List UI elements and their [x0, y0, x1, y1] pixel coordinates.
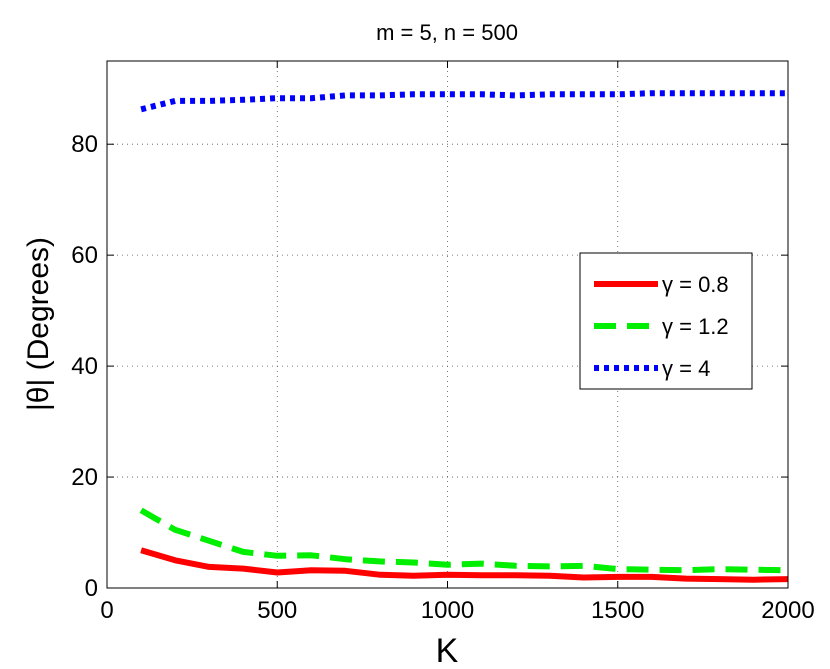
- plot-series: [139, 90, 789, 583]
- series-line-2: [139, 507, 789, 574]
- legend: γ = 0.8 γ = 1.2 γ = 4: [579, 252, 753, 390]
- x-tick-label: 0: [100, 597, 113, 624]
- chart-title: m = 5, n = 500: [376, 20, 518, 45]
- legend-label-3: γ = 4: [662, 356, 710, 381]
- x-tick-label: 1500: [591, 597, 644, 624]
- y-tick-label: 0: [85, 575, 98, 602]
- x-tick-label: 1000: [421, 597, 474, 624]
- y-tick-label: 60: [71, 242, 98, 269]
- series-line-3: [140, 90, 788, 113]
- series-line-1: [140, 547, 789, 583]
- x-tick-label: 2000: [761, 597, 814, 624]
- y-tick-label: 40: [71, 353, 98, 380]
- plot-ticks: 0 500 1000 1500 2000 0 20 40 60 80: [71, 61, 815, 624]
- legend-label-2: γ = 1.2: [662, 314, 729, 339]
- y-tick-label: 20: [71, 464, 98, 491]
- y-tick-label: 80: [71, 131, 98, 158]
- y-axis-label: |θ| (Degrees): [22, 237, 55, 411]
- x-axis-label: K: [436, 632, 459, 669]
- plot-grid: [107, 61, 788, 588]
- x-tick-label: 500: [257, 597, 297, 624]
- legend-label-1: γ = 0.8: [662, 272, 729, 297]
